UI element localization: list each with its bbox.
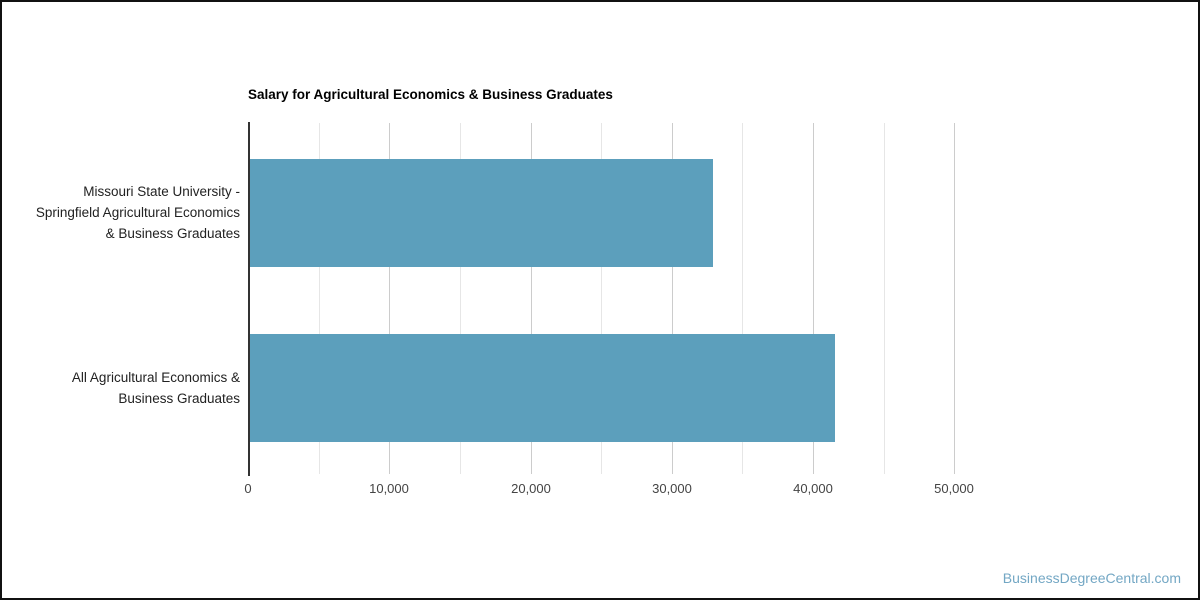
y-axis-labels: Missouri State University - Springfield … — [2, 2, 240, 598]
major-gridline-50000 — [954, 123, 955, 474]
x-axis-tick-labels: 0 10,000 20,000 30,000 40,000 50,000 — [244, 481, 1025, 501]
x-tick-label-50000: 50,000 — [934, 481, 974, 496]
minor-gridline-45000 — [884, 123, 885, 474]
major-gridline-30000 — [672, 123, 673, 474]
x-tick-label-0: 0 — [244, 481, 252, 496]
chart-title: Salary for Agricultural Economics & Busi… — [248, 87, 613, 102]
major-gridline-40000 — [813, 123, 814, 474]
watermark-link[interactable]: BusinessDegreeCentral.com — [1002, 570, 1181, 586]
x-tick-label-20000: 20,000 — [511, 481, 551, 496]
x-tick-label-10000: 10,000 — [369, 481, 409, 496]
y-axis-label-1: All Agricultural Economics & Business Gr… — [71, 370, 240, 406]
plot-area — [248, 122, 1025, 476]
x-tick-label-30000: 30,000 — [652, 481, 692, 496]
minor-gridline-15000 — [460, 123, 461, 474]
bar-1 — [250, 334, 835, 442]
x-axis-baseline — [248, 122, 250, 476]
major-gridline-10000 — [389, 123, 390, 474]
y-axis-label-0: Missouri State University - Springfield … — [35, 184, 240, 241]
minor-gridline-25000 — [601, 123, 602, 474]
x-tick-label-40000: 40,000 — [793, 481, 833, 496]
bar-0 — [250, 159, 713, 267]
minor-gridline-35000 — [742, 123, 743, 474]
major-gridline-20000 — [531, 123, 532, 474]
minor-gridline-5000 — [319, 123, 320, 474]
